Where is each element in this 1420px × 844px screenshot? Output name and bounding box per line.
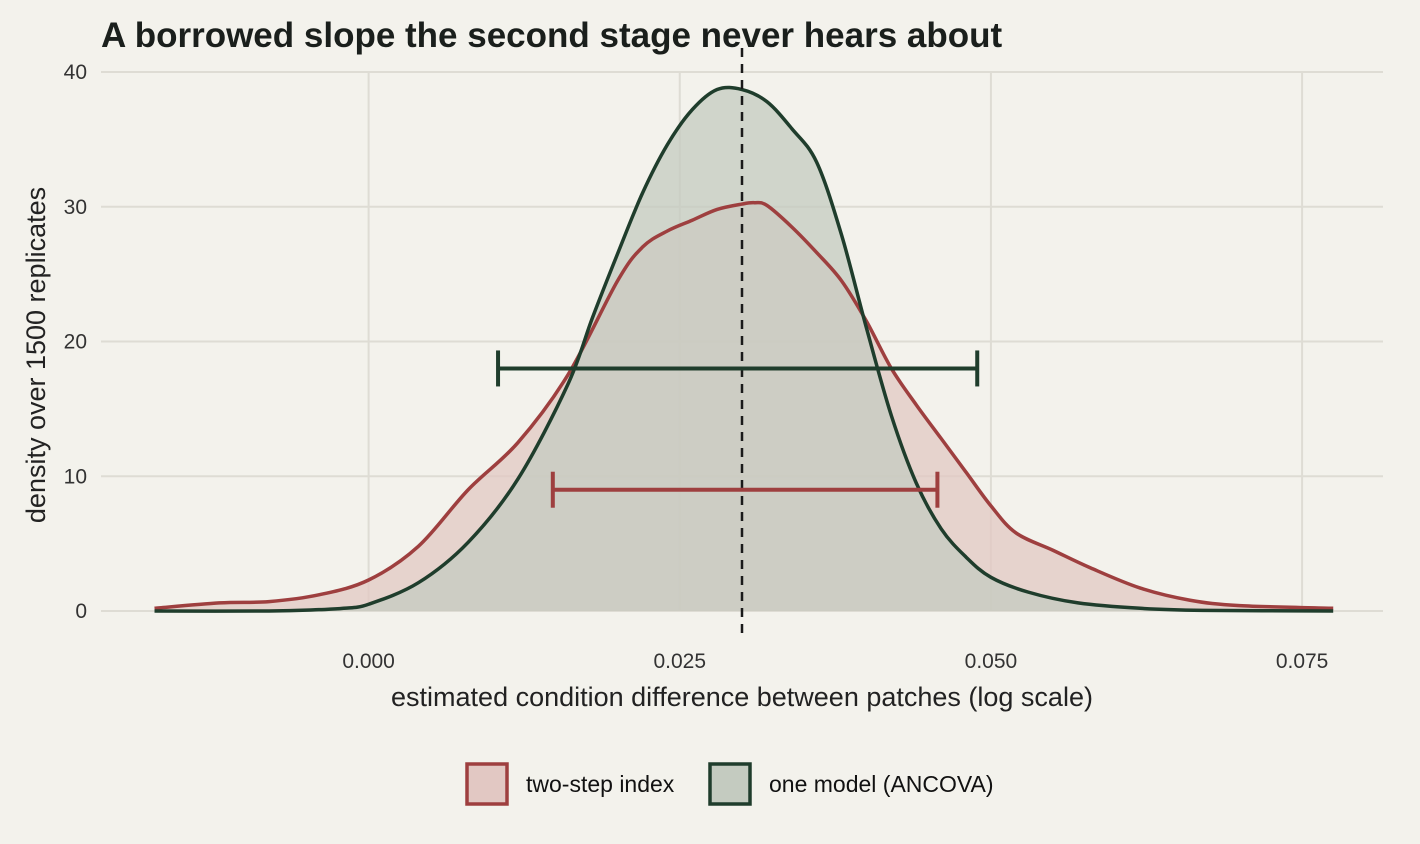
x-tick-label: 0.050 [965, 650, 1018, 673]
x-axis-label: estimated condition difference between p… [391, 682, 1093, 712]
density-areas [154, 85, 1334, 613]
y-tick-label: 30 [64, 196, 87, 219]
legend-swatch [708, 762, 752, 806]
density-line-two-step-index [154, 200, 1334, 611]
density-line-one-model-ancova [154, 85, 1334, 613]
legend-swatch [465, 762, 509, 806]
x-tick-label: 0.075 [1276, 650, 1329, 673]
tick-labels: 0.000 0.025 0.050 0.075 0 10 20 30 40 [64, 61, 1329, 673]
legend-label: one model (ANCOVA) [769, 771, 994, 797]
chart-title: A borrowed slope the second stage never … [101, 16, 1002, 55]
x-tick-label: 0.000 [342, 650, 395, 673]
legend-item-one-model-ancova: one model (ANCOVA) [708, 762, 994, 806]
x-tick-label: 0.025 [653, 650, 706, 673]
y-tick-label: 40 [64, 61, 87, 84]
y-tick-label: 10 [64, 465, 87, 488]
area-fill-one-model-ancova [154, 87, 1334, 612]
y-tick-label: 20 [64, 331, 87, 354]
legend: two-step index one model (ANCOVA) [465, 762, 994, 806]
y-tick-label: 0 [75, 600, 87, 623]
interval-bars [496, 350, 980, 508]
interval-one-model-ancova [496, 350, 980, 387]
legend-item-two-step-index: two-step index [465, 762, 675, 806]
interval-two-step-index [550, 471, 940, 508]
y-axis-label: density over 1500 replicates [21, 187, 51, 523]
legend-label: two-step index [526, 771, 675, 797]
